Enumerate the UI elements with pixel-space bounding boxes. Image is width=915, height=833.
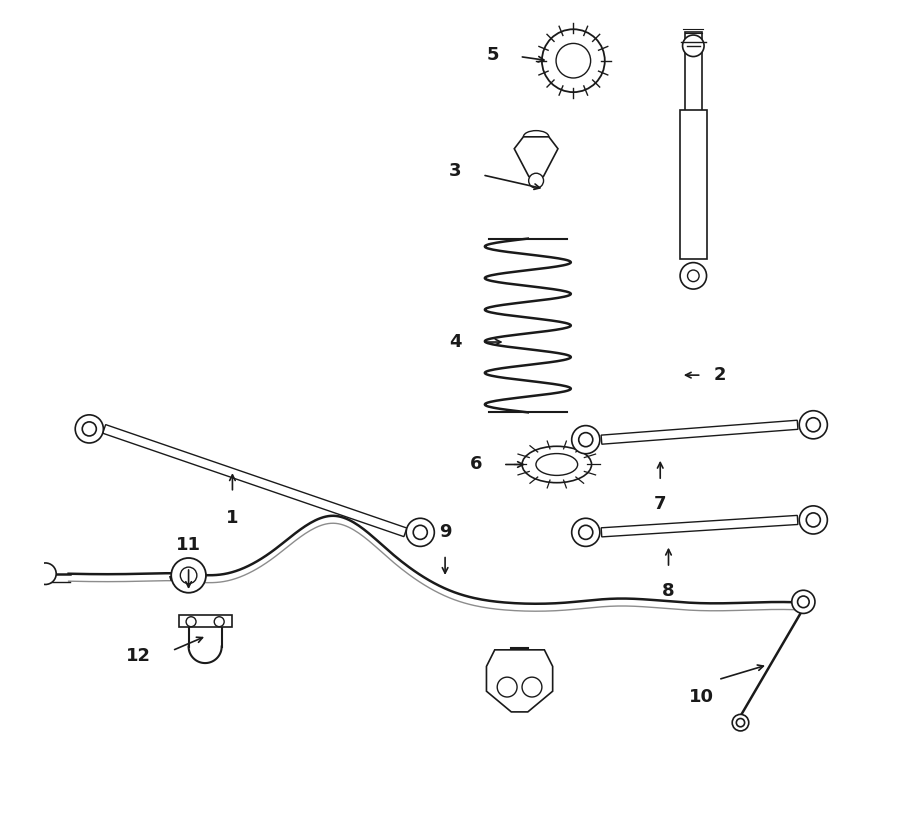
Circle shape xyxy=(680,262,706,289)
Circle shape xyxy=(791,591,815,613)
Polygon shape xyxy=(178,615,231,627)
Circle shape xyxy=(556,43,591,78)
Circle shape xyxy=(799,411,827,439)
Text: 3: 3 xyxy=(449,162,462,180)
Circle shape xyxy=(578,526,593,540)
Text: 5: 5 xyxy=(487,46,499,64)
Polygon shape xyxy=(102,425,407,536)
Circle shape xyxy=(529,173,544,188)
Text: 10: 10 xyxy=(689,688,714,706)
Circle shape xyxy=(578,432,593,446)
Circle shape xyxy=(683,35,704,57)
Circle shape xyxy=(82,421,96,436)
FancyBboxPatch shape xyxy=(680,110,706,259)
Text: 4: 4 xyxy=(449,333,462,351)
Polygon shape xyxy=(601,420,798,444)
Text: 11: 11 xyxy=(176,536,201,554)
Circle shape xyxy=(737,719,745,726)
Circle shape xyxy=(732,715,748,731)
Circle shape xyxy=(75,415,103,443)
Circle shape xyxy=(798,596,809,607)
Circle shape xyxy=(186,616,196,626)
Circle shape xyxy=(572,426,600,454)
Circle shape xyxy=(35,563,56,585)
Text: 8: 8 xyxy=(662,582,674,600)
Circle shape xyxy=(687,270,699,282)
Circle shape xyxy=(542,29,605,92)
FancyBboxPatch shape xyxy=(685,32,702,181)
Text: 9: 9 xyxy=(439,522,451,541)
Polygon shape xyxy=(601,516,798,537)
Circle shape xyxy=(406,518,435,546)
Ellipse shape xyxy=(522,446,591,482)
Text: 6: 6 xyxy=(469,456,482,473)
Circle shape xyxy=(414,526,427,540)
Circle shape xyxy=(806,513,821,527)
Circle shape xyxy=(497,677,517,697)
Circle shape xyxy=(806,417,821,431)
Ellipse shape xyxy=(536,454,577,476)
Circle shape xyxy=(214,616,224,626)
Polygon shape xyxy=(514,137,558,177)
Polygon shape xyxy=(487,650,553,712)
Circle shape xyxy=(171,558,206,593)
Text: 2: 2 xyxy=(714,367,727,384)
Text: 12: 12 xyxy=(126,647,151,666)
Circle shape xyxy=(522,677,542,697)
Circle shape xyxy=(572,518,600,546)
Circle shape xyxy=(180,567,197,584)
Circle shape xyxy=(799,506,827,534)
Text: 7: 7 xyxy=(654,495,666,513)
Text: 1: 1 xyxy=(226,509,239,527)
